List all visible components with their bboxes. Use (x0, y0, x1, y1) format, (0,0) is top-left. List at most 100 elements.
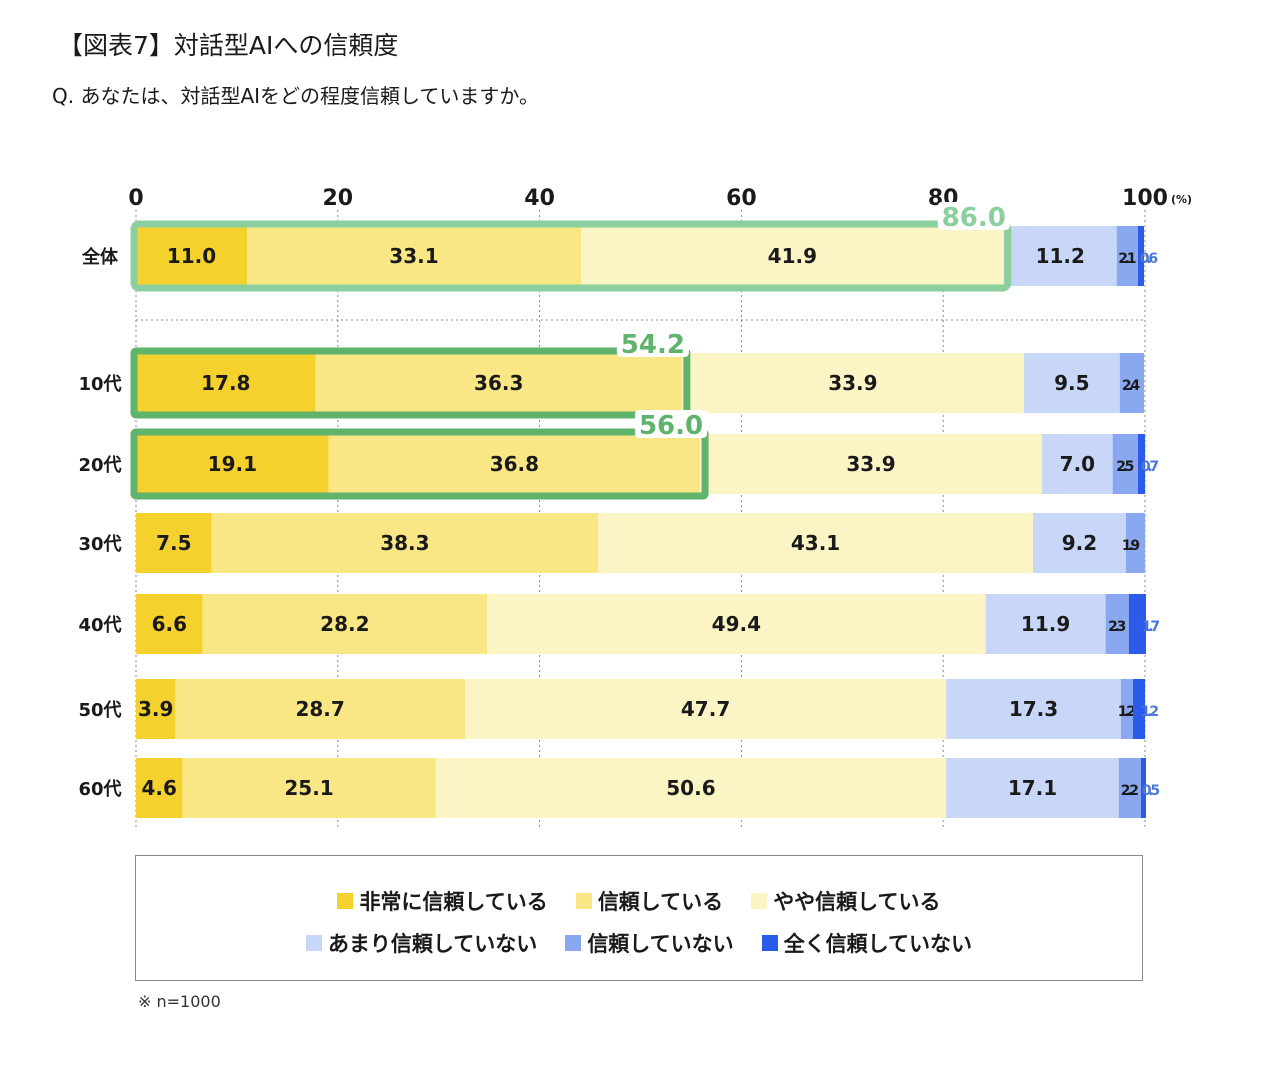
highlight-label-bg (937, 202, 1010, 230)
data-label: 19.1 (208, 452, 257, 476)
legend-row-trust: 非常に信頼している 信頼している やや信頼している (136, 886, 1142, 916)
stacked-bar-chart: 0 20 40 60 80 100 (%)全体 11.0 33.1 41.9 11.2 2.1 0.61… (78, 186, 1192, 830)
category-label: 30代 (78, 534, 121, 555)
bar-segment (1033, 513, 1126, 573)
legend-label: 非常に信頼している (359, 890, 548, 914)
data-label: 11.0 (167, 244, 216, 268)
data-label: 7.5 (156, 531, 191, 555)
category-label: 60代 (78, 779, 121, 800)
data-label: 9.2 (1062, 531, 1097, 555)
bar-segment (1137, 226, 1144, 286)
sample-size-note: ※ n=1000 (138, 992, 221, 1011)
bar-segment (136, 434, 329, 494)
legend-label: 全く信頼していない (783, 932, 973, 956)
bar-segment (182, 758, 436, 818)
data-label: 4.6 (141, 776, 176, 800)
data-label: 36.3 (474, 371, 523, 395)
x-tick-label: 20 (322, 186, 353, 211)
legend-swatch (337, 893, 354, 909)
data-label: 1.2 (1141, 704, 1159, 720)
highlight-label-bg (616, 329, 689, 357)
bar-segment (580, 226, 1004, 286)
legend-item-no-trust: 信頼していない (565, 928, 734, 958)
data-label: 9.5 (1054, 371, 1089, 395)
data-label: 2.3 (1108, 619, 1126, 635)
data-label: 3.9 (138, 697, 173, 721)
data-label: 2.4 (1122, 378, 1140, 394)
legend-label: 信頼している (597, 890, 724, 914)
category-label: 全体 (81, 246, 119, 268)
bar-segment (487, 594, 986, 654)
x-tick-label: 0 (128, 186, 143, 211)
data-label: 47.7 (681, 697, 730, 721)
legend-item-not-at-all: 全く信頼していない (761, 928, 973, 958)
data-label: 33.9 (828, 371, 877, 395)
data-label: 2.5 (1116, 459, 1134, 475)
legend-item-very-trust: 非常に信頼している (337, 886, 548, 916)
data-label: 33.9 (846, 452, 895, 476)
bar-segment (700, 434, 1043, 494)
bar-segment (985, 594, 1106, 654)
data-label: 0.7 (1141, 459, 1159, 475)
bar-segment (136, 226, 247, 286)
chart-legend: 非常に信頼している 信頼している やや信頼している あまり信頼していない 信頼し… (135, 855, 1143, 981)
bar-segment (464, 679, 947, 739)
x-tick-label: 100 (1122, 186, 1168, 211)
bar-segment (175, 679, 465, 739)
bar-segment (1112, 434, 1138, 494)
bar-segment (1140, 758, 1147, 818)
bar-segment (328, 434, 701, 494)
data-label: 1.2 (1118, 704, 1136, 720)
data-label: 25.1 (284, 776, 333, 800)
bar-segment (315, 353, 682, 413)
category-label: 50代 (78, 700, 121, 721)
data-label: 2.1 (1118, 251, 1136, 267)
legend-label: やや信頼している (773, 890, 941, 914)
legend-swatch (761, 935, 778, 951)
x-tick-label: 40 (524, 186, 555, 211)
category-label: 20代 (78, 455, 121, 476)
data-label: 50.6 (666, 776, 715, 800)
x-tick-label: 60 (726, 186, 757, 211)
bar-segment (1128, 594, 1147, 654)
legend-label: あまり信頼していない (327, 932, 538, 956)
legend-swatch (565, 935, 582, 951)
bar-segment (1118, 758, 1141, 818)
data-label: 17.3 (1009, 697, 1058, 721)
bar-segment (1023, 353, 1120, 413)
chart-title: 【図表7】対話型AIへの信頼度 (58, 31, 399, 60)
data-label: 2.2 (1121, 783, 1139, 799)
chart-question: Q. あなたは、対話型AIをどの程度信頼していますか。 (52, 84, 540, 108)
highlight-box (130, 220, 1012, 292)
bar-segment (435, 758, 947, 818)
highlight-total-label: 86.0 (942, 203, 1006, 233)
data-label: 33.1 (389, 244, 438, 268)
bar-segment (211, 513, 599, 573)
legend-row-distrust: あまり信頼していない 信頼していない 全く信頼していない (136, 928, 1142, 958)
highlight-box (130, 347, 691, 419)
bar-segment (246, 226, 581, 286)
bar-segment (202, 594, 488, 654)
bar-segment (1116, 226, 1138, 286)
legend-swatch (305, 935, 322, 951)
data-label: 6.6 (152, 612, 187, 636)
bar-segment (1042, 434, 1113, 494)
data-label: 17.1 (1008, 776, 1057, 800)
highlight-label-bg (635, 410, 708, 438)
data-label: 7.0 (1060, 452, 1095, 476)
legend-item-not-much: あまり信頼していない (305, 928, 538, 958)
data-label: 17.8 (201, 371, 250, 395)
bar-segment (1137, 434, 1145, 494)
bar-segment (136, 679, 176, 739)
bar-segment (1119, 353, 1144, 413)
bar-segment (946, 758, 1119, 818)
bar-segment (946, 679, 1121, 739)
bar-segment (136, 758, 183, 818)
highlight-total-label: 56.0 (639, 411, 703, 441)
data-label: 11.2 (1036, 244, 1085, 268)
highlight-total-label: 54.2 (621, 330, 685, 360)
data-label: 1.9 (1122, 538, 1140, 554)
bar-segment (1132, 679, 1145, 739)
data-label: 36.8 (490, 452, 539, 476)
data-label: 0.5 (1142, 783, 1160, 799)
